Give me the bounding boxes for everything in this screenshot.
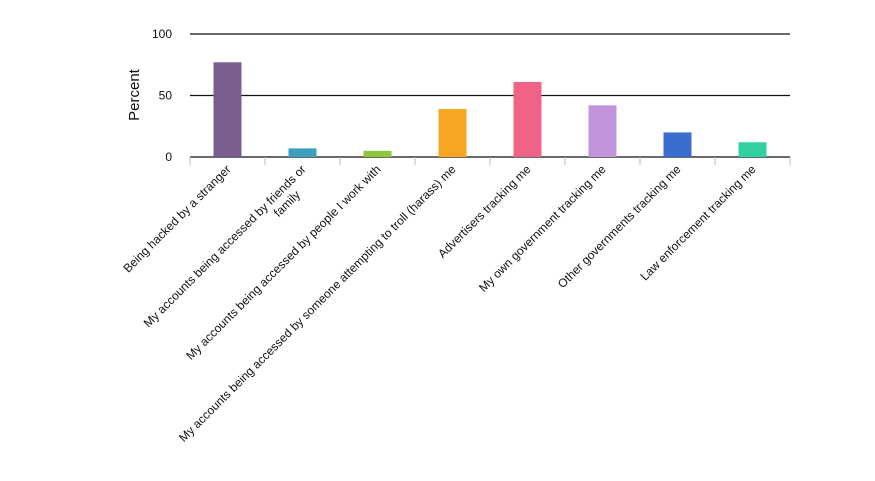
bar-2 <box>288 148 317 157</box>
y-tick-label: 100 <box>152 27 172 41</box>
bar-5 <box>513 81 542 157</box>
y-tick-label: 0 <box>165 150 172 164</box>
gridlines <box>190 33 790 158</box>
x-category-label: Other governments tracking me <box>555 162 684 291</box>
category-label-line: My accounts being accessed by friends or <box>141 162 309 330</box>
y-tick-label: 50 <box>159 89 173 103</box>
bar-7 <box>663 132 692 157</box>
bar-3 <box>363 150 392 157</box>
category-label-line: My accounts being accessed by someone at… <box>176 162 459 445</box>
axes: 0 50 100 <box>152 27 791 165</box>
bar-6 <box>588 105 617 157</box>
category-label-line: Other governments tracking me <box>555 162 684 291</box>
bar-8 <box>738 142 767 157</box>
y-axis-title: Percent <box>126 68 143 121</box>
bar-1 <box>213 62 242 157</box>
bars <box>213 62 767 157</box>
x-category-label: My own government tracking me <box>476 162 609 295</box>
bar-4 <box>438 109 467 157</box>
x-category-label: My accounts being accessed by someone at… <box>176 162 459 445</box>
category-label-line: My own government tracking me <box>476 162 609 295</box>
